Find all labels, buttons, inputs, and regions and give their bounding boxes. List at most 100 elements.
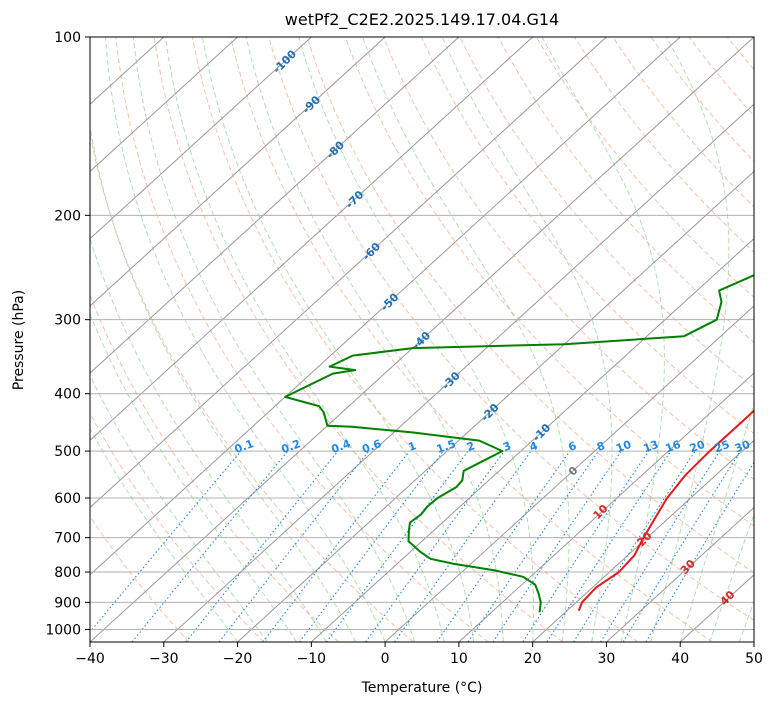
- mixing-ratio-line: [394, 450, 532, 642]
- moist-adiabat-line: [105, 37, 386, 642]
- mixing-ratio-line: [546, 450, 672, 642]
- pressure-grid: [90, 37, 754, 630]
- dry-adiabat-line: [90, 412, 265, 642]
- skewed-isotherm-line: [163, 103, 754, 642]
- dry-adiabat-line: [382, 37, 754, 481]
- dry-adiabat-line: [421, 37, 754, 435]
- skewed-isotherm-line: [90, 37, 386, 307]
- mixing-ratio-label: 6: [567, 439, 579, 454]
- mixing-ratio-line: [185, 450, 339, 642]
- mixing-ratio-line: [622, 450, 741, 642]
- x-axis: −40 −30 −20 −10 0 10 20 30 40 50: [75, 642, 763, 667]
- mixing-ratio-labels: 0.1 0.2 0.4 0.6 1 1.5 2 3 4 6 8 10 13 16 20 25 30 36: [233, 437, 754, 456]
- x-tick-label: 50: [745, 651, 763, 667]
- y-tick-label: 300: [54, 313, 81, 329]
- mixing-ratio-label: 0.2: [280, 437, 303, 456]
- dewpoint-line: [284, 274, 754, 613]
- mixing-ratio-label: 16: [664, 438, 683, 456]
- moist-adiabat-line: [298, 37, 534, 642]
- moist-adiabats: [90, 37, 754, 642]
- mixing-ratio-label: 1: [407, 439, 419, 454]
- mixing-ratio-line: [573, 450, 696, 642]
- moist-adiabat-line: [441, 37, 613, 642]
- moist-adiabat-line: [679, 401, 754, 642]
- dry-adiabat-line: [153, 37, 564, 642]
- y-tick-label: 800: [54, 565, 81, 581]
- mixing-ratio-line: [131, 450, 289, 642]
- mixing-ratio-label: 1.5: [435, 437, 458, 456]
- x-axis-title: Temperature (°C): [361, 680, 483, 696]
- dry-adiabat-line: [726, 37, 754, 71]
- mixing-ratio-label: 2: [465, 439, 477, 454]
- moist-adiabat-line: [362, 37, 570, 642]
- skewed-isotherm-line: [90, 37, 312, 240]
- mixing-ratio-label: 30: [733, 438, 752, 456]
- skewed-isotherm-line: [90, 37, 460, 374]
- dry-adiabat-line: [344, 37, 754, 527]
- y-tick-label: 400: [54, 387, 81, 403]
- mixing-ratio-lines: [90, 450, 754, 642]
- y-tick-label: 700: [54, 531, 81, 547]
- mixing-ratio-label: 3: [501, 439, 513, 454]
- skewed-isotherm-line: [237, 170, 754, 642]
- dry-adiabat-line: [497, 37, 754, 344]
- y-tick-label: 1000: [45, 622, 81, 638]
- moist-adiabat-line: [90, 312, 298, 642]
- skewed-isotherm-line: [458, 372, 754, 642]
- temperature-line: [577, 409, 754, 612]
- mixing-ratio-line: [436, 450, 571, 642]
- dry-adiabat-line: [459, 37, 754, 389]
- mixing-ratio-line: [90, 450, 242, 633]
- y-tick-label: 100: [54, 30, 81, 46]
- dry-adiabat-line: [535, 37, 754, 298]
- x-tick-label: 20: [524, 651, 542, 667]
- dry-adiabat-line: [90, 131, 414, 642]
- dry-adiabat-line: [650, 37, 754, 163]
- mixing-ratio-line: [325, 450, 469, 642]
- y-tick-label: 200: [54, 208, 81, 224]
- skewed-isotherm-line: [90, 37, 754, 642]
- skewed-isotherms: [90, 37, 754, 642]
- plot-area: -100-90-80-70-60-50-40-30-20-100 0.1 0.2 0…: [90, 37, 754, 642]
- moist-adiabat-line: [164, 37, 445, 642]
- skewed-isotherm-line: [90, 37, 534, 442]
- mixing-ratio-label: 0.6: [360, 437, 383, 456]
- y-tick-label: 600: [54, 491, 81, 507]
- dry-adiabats: [90, 37, 754, 642]
- moist-adiabat-line: [90, 236, 327, 642]
- x-tick-label: 0: [381, 651, 390, 667]
- x-tick-label: −40: [75, 651, 105, 667]
- dry-adiabat-line: [306, 37, 754, 574]
- moist-adiabat-line: [90, 374, 268, 642]
- moist-adiabat-line: [201, 37, 475, 642]
- x-tick-label: −30: [149, 651, 179, 667]
- x-tick-label: 10: [450, 651, 468, 667]
- dry-adiabat-line: [688, 37, 754, 117]
- mixing-ratio-line: [262, 450, 410, 642]
- isotherm-labels: -100-90-80-70-60-50-40-30-20-100: [270, 47, 580, 478]
- skewed-isotherm-line: [532, 439, 754, 642]
- x-tick-label: −10: [297, 651, 327, 667]
- x-tick-label: 40: [671, 651, 689, 667]
- mixing-ratio-label: 20: [688, 438, 707, 456]
- skewed-isotherm-line: [90, 37, 238, 173]
- x-tick-label: 30: [598, 651, 616, 667]
- plot-frame: [89, 36, 755, 643]
- mixing-ratio-label: 25: [713, 438, 732, 455]
- moist-adiabat-line: [650, 37, 730, 642]
- mixing-ratio-label: 8: [595, 439, 607, 454]
- skewed-isotherm-line: [606, 506, 754, 642]
- mixing-ratio-label: 0.1: [233, 437, 256, 456]
- mixing-ratio-line: [299, 450, 444, 642]
- moist-adiabat-line: [738, 600, 754, 642]
- mixing-ratio-line: [365, 450, 505, 642]
- mixing-ratio-line: [492, 450, 622, 642]
- dry-adiabat-line: [191, 37, 639, 642]
- dry-adiabat-line: [574, 37, 754, 253]
- moist-adiabat-line: [90, 427, 238, 642]
- mixing-ratio-label: 10: [614, 438, 633, 456]
- moist-adiabat-line: [90, 123, 357, 642]
- mixing-ratio-line: [467, 450, 599, 642]
- mixing-ratio-label: 4: [528, 439, 540, 454]
